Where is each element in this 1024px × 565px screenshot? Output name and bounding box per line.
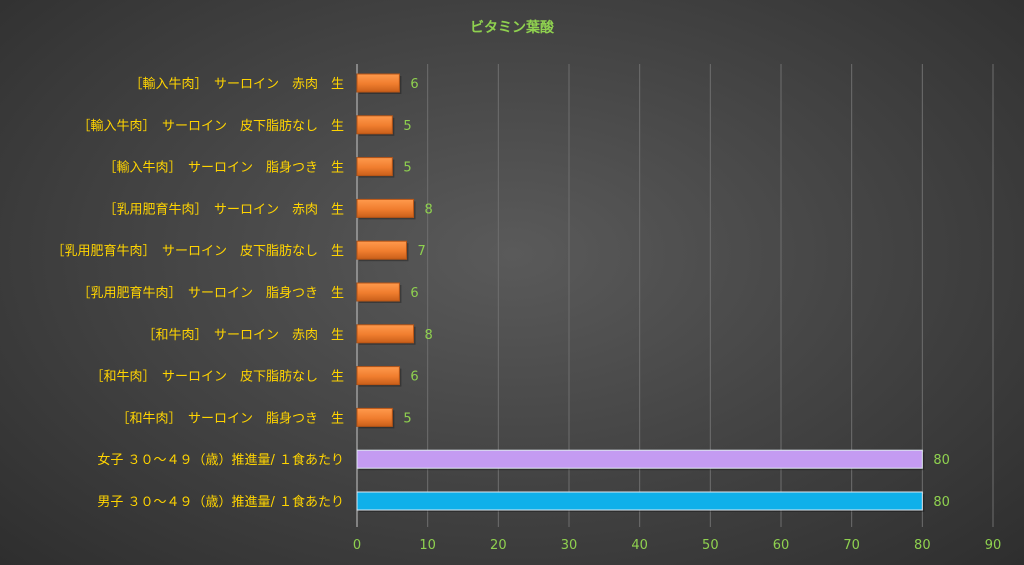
category-label: ［乳用肥育牛肉］ サーロイン 皮下脂肪なし 生	[51, 243, 344, 259]
category-label: ［和牛肉］ サーロイン 脂身つき 生	[116, 410, 344, 426]
value-label: 6	[410, 370, 418, 385]
category-label: ［輸入牛肉］ サーロイン 赤肉 生	[129, 77, 344, 92]
x-tick-label: 10	[419, 538, 436, 553]
x-tick-label: 90	[985, 538, 1002, 553]
bar	[356, 240, 407, 260]
bars	[356, 73, 925, 512]
x-tick-label: 80	[914, 538, 931, 553]
x-tick-label: 30	[561, 538, 578, 553]
bar	[356, 449, 923, 469]
category-labels: ［輸入牛肉］ サーロイン 赤肉 生 ［輸入牛肉］ サーロイン 皮下脂肪なし 生 ［輸…	[51, 77, 344, 510]
bar	[356, 407, 393, 427]
category-label: 女子 ３０～４９（歳）推進量/ １食あたり	[97, 452, 344, 468]
bar	[356, 366, 400, 386]
value-label: 80	[933, 495, 950, 510]
x-tick-label: 0	[353, 538, 361, 553]
category-label: ［和牛肉］ サーロイン 赤肉 生	[142, 328, 344, 343]
value-label: 5	[403, 411, 411, 426]
x-axis-ticks: 0 10 20 30 40 50 60 70 80 90	[353, 538, 1001, 553]
bar	[356, 491, 923, 511]
x-tick-label: 60	[773, 538, 790, 553]
x-tick-label: 70	[843, 538, 860, 553]
bar	[356, 282, 400, 302]
x-tick-label: 50	[702, 538, 719, 553]
value-label: 5	[403, 119, 411, 134]
value-label: 8	[425, 202, 433, 217]
chart-title: ビタミン葉酸	[470, 19, 555, 36]
value-label: 5	[403, 161, 411, 176]
category-label: ［乳用肥育牛肉］ サーロイン 赤肉 生	[103, 201, 344, 217]
value-label: 80	[933, 453, 950, 468]
x-tick-label: 40	[631, 538, 648, 553]
bar	[356, 115, 393, 135]
category-label: ［輸入牛肉］ サーロイン 脂身つき 生	[103, 160, 344, 176]
value-labels: 6 5 5 8 7 6 8 6 5 80 80	[403, 77, 950, 510]
value-label: 6	[410, 77, 418, 92]
category-label: ［乳用肥育牛肉］ サーロイン 脂身つき 生	[77, 285, 344, 301]
category-label: ［和牛肉］ サーロイン 皮下脂肪なし 生	[90, 369, 344, 385]
category-label: ［輸入牛肉］ サーロイン 皮下脂肪なし 生	[77, 118, 344, 134]
bar	[356, 198, 415, 218]
category-label: 男子 ３０～４９（歳）推進量/ １食あたり	[97, 494, 344, 510]
value-label: 7	[417, 244, 425, 259]
bar	[356, 157, 393, 177]
bar	[356, 73, 400, 93]
bar	[356, 324, 415, 344]
value-label: 6	[410, 286, 418, 301]
value-label: 8	[425, 328, 433, 343]
x-tick-label: 20	[490, 538, 507, 553]
